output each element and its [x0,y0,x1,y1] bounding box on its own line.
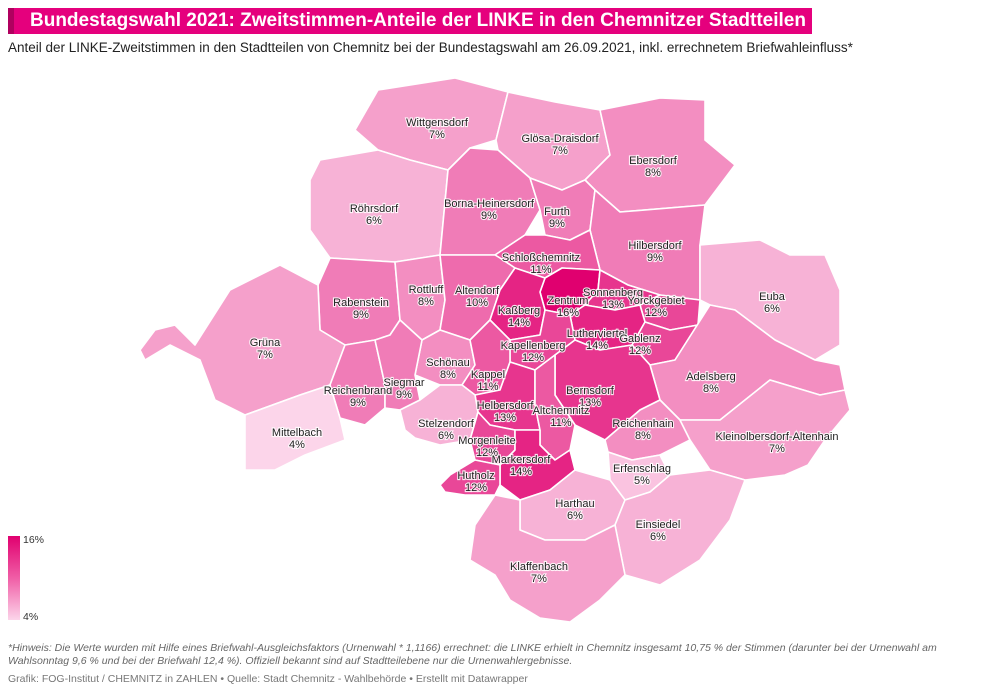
region-label-bernsdorf: Bernsdorf [566,385,615,397]
region-value-hilbersdorf: 9% [647,252,663,264]
region-label-kleinolbersdorf-altenhain: Kleinolbersdorf-Altenhain [716,431,839,443]
region-value-gruena: 7% [257,349,273,361]
region-value-gloesa-draisdorf: 7% [552,145,568,157]
region-mittelbach[interactable] [244,384,346,471]
region-value-lutherviertel: 14% [586,340,608,352]
region-value-kassberg: 14% [508,317,530,329]
region-label-reichenbrand: Reichenbrand [324,385,393,397]
region-value-adelsberg: 8% [703,383,719,395]
region-value-borna-heinersdorf: 9% [481,210,497,222]
region-value-zentrum: 16% [557,307,579,319]
region-label-gablenz: Gablenz [620,333,661,345]
region-label-lutherviertel: Lutherviertel [567,328,628,340]
region-value-kleinolbersdorf-altenhain: 7% [769,443,785,455]
region-value-reichenbrand: 9% [350,397,366,409]
region-label-hilbersdorf: Hilbersdorf [628,240,682,252]
region-value-altendorf: 10% [466,297,488,309]
region-value-schoenau: 8% [440,369,456,381]
region-label-roehrsdorf: Röhrsdorf [350,203,399,215]
region-label-einsiedel: Einsiedel [636,519,681,531]
region-label-rabenstein: Rabenstein [333,297,389,309]
region-value-erfenschlag: 5% [634,475,650,487]
region-label-helbersdorf: Helbersdorf [477,400,535,412]
region-label-hutholz: Hutholz [457,470,494,482]
region-value-wittgensdorf: 7% [429,129,445,141]
region-label-mittelbach: Mittelbach [272,427,322,439]
region-value-altchemnitz: 11% [550,417,571,429]
region-value-markersdorf: 14% [510,466,532,478]
region-value-kapellenberg: 12% [522,352,544,364]
credits: Grafik: FOG-Institut / CHEMNITZ in ZAHLE… [8,673,528,685]
title-block: Bundestagswahl 2021: Zweitstimmen-Anteil… [8,8,812,34]
region-label-harthau: Harthau [555,498,594,510]
region-label-ebersdorf: Ebersdorf [629,155,678,167]
region-value-reichenhain: 8% [635,430,651,442]
region-value-morgenleite: 12% [476,447,498,459]
region-value-roehrsdorf: 6% [366,215,382,227]
legend-min-label: 4% [23,611,39,623]
region-label-borna-heinersdorf: Borna-Heinersdorf [444,198,535,210]
legend-gradient-bar [8,536,20,620]
region-label-reichenhain: Reichenhain [612,418,673,430]
region-label-wittgensdorf: Wittgensdorf [406,117,469,129]
region-value-stelzendorf: 6% [438,430,454,442]
region-value-furth: 9% [549,218,565,230]
region-label-erfenschlag: Erfenschlag [613,463,671,475]
region-siegmar[interactable] [374,319,423,411]
region-label-stelzendorf: Stelzendorf [418,418,475,430]
region-value-gablenz: 12% [629,345,651,357]
region-label-furth: Furth [544,206,570,218]
region-klaffenbach[interactable] [469,494,626,623]
color-legend: 16% 4% [8,534,68,626]
page-title: Bundestagswahl 2021: Zweitstimmen-Anteil… [8,8,812,34]
region-label-gloesa-draisdorf: Glösa-Draisdorf [521,133,599,145]
region-value-mittelbach: 4% [289,439,305,451]
region-value-yorckgebiet: 12% [645,307,667,319]
region-label-kappel: Kappel [471,369,505,381]
region-value-harthau: 6% [567,510,583,522]
region-kleinolbersdorf-altenhain[interactable] [679,379,851,481]
region-label-altchemnitz: Altchemnitz [533,405,590,417]
region-value-helbersdorf: 13% [494,412,516,424]
region-value-siegmar: 9% [396,389,412,401]
region-value-rabenstein: 9% [353,309,369,321]
legend-max-label: 16% [23,534,45,546]
region-label-adelsberg: Adelsberg [686,371,736,383]
region-value-kappel: 11% [477,381,498,393]
region-label-schlosschemnitz: Schloßchemnitz [502,252,580,264]
page-subtitle: Anteil der LINKE-Zweitstimmen in den Sta… [8,40,853,55]
region-label-zentrum: Zentrum [548,295,589,307]
region-label-kapellenberg: Kapellenberg [501,340,566,352]
region-label-markersdorf: Markersdorf [492,454,552,466]
region-label-euba: Euba [759,291,786,303]
region-value-schlosschemnitz: 11% [530,264,551,276]
region-value-ebersdorf: 8% [645,167,661,179]
region-value-bernsdorf: 13% [579,397,601,409]
region-label-schoenau: Schönau [426,357,469,369]
region-value-einsiedel: 6% [650,531,666,543]
region-value-klaffenbach: 7% [531,573,547,585]
region-value-euba: 6% [764,303,780,315]
region-label-gruena: Grüna [250,337,281,349]
region-value-rottluff: 8% [418,296,434,308]
region-value-sonnenberg: 13% [602,299,624,311]
region-label-altendorf: Altendorf [455,285,500,297]
footnote: *Hinweis: Die Werte wurden mit Hilfe ein… [8,642,937,667]
region-value-hutholz: 12% [465,482,487,494]
region-label-klaffenbach: Klaffenbach [510,561,568,573]
region-label-siegmar: Siegmar [384,377,425,389]
region-euba[interactable] [699,239,841,361]
region-label-rottluff: Rottluff [409,284,445,296]
region-label-yorckgebiet: Yorckgebiet [627,295,684,307]
region-label-sonnenberg: Sonnenberg [583,287,643,299]
region-label-kassberg: Kaßberg [498,305,540,317]
region-label-morgenleite: Morgenleite [458,435,515,447]
